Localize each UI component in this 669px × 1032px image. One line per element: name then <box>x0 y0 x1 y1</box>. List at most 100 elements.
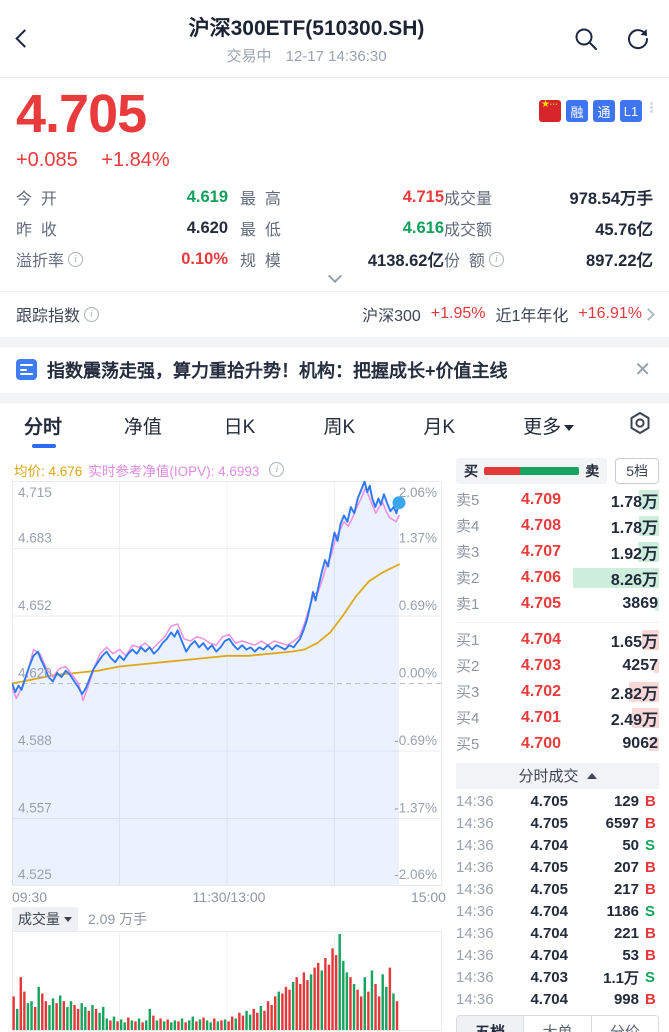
stat-label: 今 开 <box>16 191 57 209</box>
buy-sell-ratio-row: 买 卖 5档 <box>456 457 659 484</box>
order-qty-text: 1.78万 <box>610 493 658 511</box>
tick-trade-row: 14:36 4.704 221 B <box>456 923 659 945</box>
tick-trades-list[interactable]: 14:36 4.705 129 B 14:36 4.705 6597 B 14:36 4.704 5… <box>456 791 659 1011</box>
buy-order-row[interactable]: 买5 4.700 9062 <box>456 731 659 757</box>
tab-分时[interactable]: 分时 <box>24 412 124 449</box>
intraday-chart[interactable]: 4.715 4.683 4.652 4.620 4.588 4.557 4.525 2.06%… <box>12 480 442 886</box>
stat-cell: 昨 收 4.620 <box>16 216 228 240</box>
volume-chart[interactable] <box>12 930 442 1031</box>
order-price: 4.705 <box>520 594 561 612</box>
tick-side: B <box>645 859 656 877</box>
header-center: 沪深300ETF(510300.SH) 交易中 12-17 14:36:30 <box>58 12 555 66</box>
flag-dots-icon: ••• <box>550 102 559 108</box>
order-qty: 3869 <box>571 595 659 613</box>
svg-text:4.557: 4.557 <box>18 800 52 815</box>
tick-side: B <box>645 793 656 811</box>
order-level-name: 卖2 <box>456 570 480 588</box>
search-icon[interactable] <box>573 26 599 52</box>
stat-cell: 最 低 4.616 <box>228 216 444 240</box>
stat-label: 昨 收 <box>16 222 57 240</box>
svg-text:0.69%: 0.69% <box>399 598 437 613</box>
svg-text:4.588: 4.588 <box>18 733 52 748</box>
tick-time: 14:36 <box>456 815 494 833</box>
tick-time: 14:36 <box>456 969 494 987</box>
section-divider <box>0 336 669 347</box>
buy-order-row[interactable]: 买1 4.704 1.65万 <box>456 627 659 653</box>
time-tick-close: 15:00 <box>410 888 446 905</box>
tick-price: 4.705 <box>530 859 568 877</box>
tick-time: 14:36 <box>456 903 494 921</box>
stats-expander[interactable] <box>0 268 669 291</box>
sell-order-row[interactable]: 卖1 4.705 3869 <box>456 591 659 617</box>
buy-order-row[interactable]: 买2 4.703 4257 <box>456 653 659 679</box>
refresh-icon[interactable] <box>625 26 651 52</box>
tick-qty: 50 <box>622 837 639 855</box>
info-icon[interactable]: i <box>488 251 504 267</box>
section-divider <box>0 392 669 403</box>
order-level-name: 买1 <box>456 632 480 650</box>
sell-order-row[interactable]: 卖2 4.706 8.26万 <box>456 565 659 591</box>
order-qty-bar <box>639 515 659 536</box>
order-qty: 1.65万 <box>571 628 659 652</box>
tab-更多[interactable]: 更多 <box>523 412 623 439</box>
sell-order-row[interactable]: 卖5 4.709 1.78万 <box>456 487 659 513</box>
tracking-segment: +16.91% <box>578 305 642 323</box>
tick-qty: 129 <box>613 793 639 811</box>
stat-value: 4.619 <box>186 187 228 206</box>
tick-qty: 217 <box>613 881 639 899</box>
tick-price: 4.705 <box>530 793 568 811</box>
iopv-info-icon[interactable]: i <box>269 462 285 478</box>
tab-净值[interactable]: 净值 <box>123 417 162 439</box>
order-qty: 1.78万 <box>571 514 659 538</box>
chart-settings-icon[interactable] <box>623 410 653 441</box>
svg-text:-1.37%: -1.37% <box>394 800 437 815</box>
tick-price: 4.705 <box>530 881 568 899</box>
tick-side: B <box>645 881 656 899</box>
level-depth-button[interactable]: 5档 <box>615 457 659 484</box>
stat-label: 成交量 <box>444 191 493 209</box>
stat-value: 4.715 <box>402 187 444 206</box>
more-dots-icon[interactable] <box>650 102 653 113</box>
order-qty-bar <box>637 541 659 562</box>
tracking-segment: +1.95% <box>430 305 486 323</box>
tab-周K[interactable]: 周K <box>323 417 356 439</box>
buy-order-row[interactable]: 买3 4.702 2.82万 <box>456 679 659 705</box>
info-icon[interactable]: i <box>84 306 100 322</box>
tracking-index-row[interactable]: 跟踪指数 i 沪深300 +1.95% 近1年年化 +16.91% <box>0 290 669 337</box>
tick-trade-row: 14:36 4.704 53 B <box>456 945 659 967</box>
tick-side: B <box>645 947 656 965</box>
iopv-label: 实时参考净值(IOPV): 4.6993 <box>88 463 260 479</box>
volume-header: 成交量 2.09 万手 <box>12 907 446 932</box>
stat-cell: 成交额 45.76亿 <box>444 216 653 240</box>
buy-order-row[interactable]: 买4 4.701 2.49万 <box>456 705 659 731</box>
order-qty-bar <box>654 596 659 611</box>
tick-time: 14:36 <box>456 859 494 877</box>
order-qty-text: 1.92万 <box>610 545 658 563</box>
price-change: +0.085 <box>16 148 78 171</box>
news-banner-text[interactable]: 指数震荡走强，算力重拾升势！机构：把握成长+价值主线 <box>47 360 508 381</box>
tab-月K[interactable]: 月K <box>423 417 455 439</box>
quote-datetime: 12-17 14:36:30 <box>285 47 387 65</box>
order-qty: 1.78万 <box>571 488 659 512</box>
price-change-pct: +1.84% <box>101 148 170 171</box>
tracking-values: 沪深300 +1.95% 近1年年化 +16.91% <box>99 302 642 326</box>
order-price: 4.707 <box>520 542 561 560</box>
chevron-right-icon <box>642 307 655 321</box>
back-button[interactable] <box>15 29 58 48</box>
tick-trades-header[interactable]: 分时成交 <box>456 762 659 789</box>
panel-tab-五档[interactable]: 五档 <box>457 1015 524 1032</box>
info-icon[interactable]: i <box>68 251 84 267</box>
panel-tab-分价[interactable]: 分价 <box>590 1015 658 1032</box>
tab-日K[interactable]: 日K <box>223 417 256 439</box>
trading-status-line: 交易中 12-17 14:36:30 <box>58 45 555 66</box>
order-price: 4.706 <box>520 568 561 586</box>
panel-tab-大单[interactable]: 大单 <box>523 1015 591 1032</box>
avg-price-label: 均价: 4.676 <box>14 463 83 479</box>
close-icon[interactable]: ✕ <box>634 359 651 382</box>
sell-order-row[interactable]: 卖3 4.707 1.92万 <box>456 539 659 565</box>
stat-value: 45.76亿 <box>595 221 653 240</box>
sell-order-row[interactable]: 卖4 4.708 1.78万 <box>456 513 659 539</box>
volume-indicator-selector[interactable]: 成交量 <box>12 907 78 932</box>
